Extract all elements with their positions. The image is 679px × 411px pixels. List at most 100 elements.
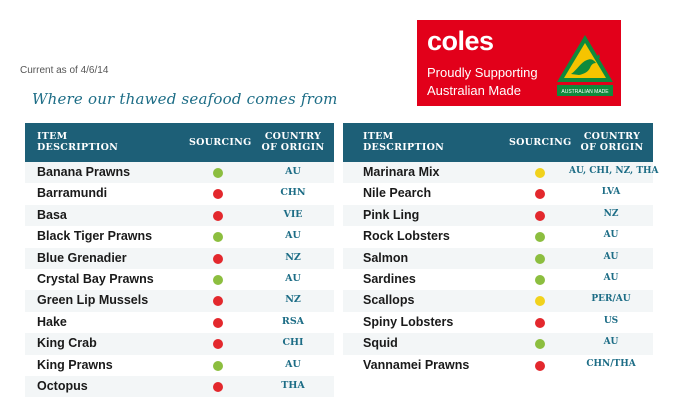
item-name: Banana Prawns: [37, 165, 131, 179]
item-name: Salmon: [363, 250, 409, 265]
country-of-origin: AU: [285, 358, 301, 370]
table-row: Squid AU: [343, 333, 653, 355]
item-name: Squid: [363, 336, 398, 351]
country-of-origin: AU: [603, 251, 619, 262]
sourcing-green-dot-icon: [213, 274, 223, 285]
table-row: Scallops PER/AU: [343, 290, 653, 312]
table-row: Banana Prawns AU: [25, 162, 334, 184]
country-of-origin: NZ: [285, 251, 301, 263]
table-row: Basa VIE: [25, 204, 334, 227]
country-of-origin: AU: [603, 337, 619, 348]
page-heading: Where our thawed seafood comes from: [32, 90, 338, 108]
sourcing-red-dot-icon: [535, 360, 545, 371]
table-row: Vannamei Prawns CHN/THA: [343, 354, 653, 376]
country-of-origin: AU: [285, 166, 301, 177]
country-of-origin: AU: [603, 272, 619, 283]
item-name: Black Tiger Prawns: [37, 229, 153, 244]
country-of-origin: AU: [603, 230, 619, 241]
item-name: Crystal Bay Prawns: [37, 271, 154, 286]
sourcing-green-dot-icon: [535, 253, 545, 264]
table-row: Octopus THA: [25, 375, 334, 398]
sourcing-red-dot-icon: [213, 253, 223, 264]
table-row: Spiny Lobsters US: [343, 311, 653, 334]
country-of-origin: THA: [281, 379, 305, 391]
country-of-origin: CHN: [280, 187, 306, 199]
sourcing-green-dot-icon: [213, 360, 223, 371]
sourcing-red-dot-icon: [535, 189, 545, 200]
item-name: Octopus: [37, 378, 88, 393]
brand-tagline-line1: Proudly Supporting: [427, 65, 538, 80]
table-row: Pink Ling NZ: [343, 204, 653, 227]
table-body: Banana Prawns AU Barramundi CHN Basa VIE Black…: [25, 162, 334, 398]
table-row: Blue Grenadier NZ: [25, 247, 334, 269]
sourcing-green-dot-icon: [213, 232, 223, 243]
sourcing-red-dot-icon: [213, 339, 223, 350]
item-name: Basa: [37, 207, 67, 222]
item-name: Nile Pearch: [363, 186, 432, 201]
item-name: Blue Grenadier: [37, 250, 127, 265]
table-body: Marinara Mix AU, CHI, NZ, THA Nile Pearch L…: [343, 162, 659, 376]
sourcing-green-dot-icon: [535, 274, 545, 285]
item-name: Barramundi: [37, 186, 108, 201]
current-as-of-date: Current as of 4/6/14: [20, 65, 109, 76]
table-row: Barramundi CHN: [25, 183, 334, 205]
sourcing-green-dot-icon: [535, 232, 545, 243]
country-of-origin: AU, CHI, NZ, THA: [569, 166, 659, 176]
sourcing-green-dot-icon: [535, 339, 545, 350]
item-name: Green Lip Mussels: [37, 293, 149, 308]
svg-text:AUSTRALIAN MADE: AUSTRALIAN MADE: [561, 89, 609, 95]
item-name: King Crab: [37, 336, 97, 351]
australian-made-kangaroo-icon: AUSTRALIAN MADE: [557, 35, 613, 96]
sourcing-yellow-dot-icon: [535, 168, 545, 178]
item-name: Sardines: [363, 271, 416, 286]
table-row: Salmon AU: [343, 247, 653, 269]
table-row: Hake RSA: [25, 311, 334, 334]
country-of-origin: AU: [285, 272, 301, 284]
item-name: Vannamei Prawns: [363, 357, 470, 372]
country-of-origin: US: [603, 315, 619, 326]
sourcing-red-dot-icon: [535, 210, 545, 221]
table-row: Crystal Bay Prawns AU: [25, 268, 334, 291]
seafood-table-left: ITEM DESCRIPTION SOURCING COUNTRY OF ORI…: [25, 123, 334, 398]
country-of-origin: NZ: [603, 208, 619, 219]
item-name: King Prawns: [37, 357, 113, 372]
sourcing-yellow-dot-icon: [535, 296, 545, 307]
item-name: Pink Ling: [363, 207, 420, 222]
table-row: Nile Pearch LVA: [343, 183, 653, 205]
country-of-origin: RSA: [281, 315, 305, 327]
item-name: Scallops: [363, 293, 415, 308]
table-row: Rock Lobsters AU: [343, 226, 653, 248]
coles-logo: coles: [427, 26, 494, 56]
sourcing-red-dot-icon: [213, 210, 223, 221]
item-name: Spiny Lobsters: [363, 314, 454, 329]
country-of-origin-header: COUNTRY OF ORIGIN: [580, 131, 644, 153]
sourcing-red-dot-icon: [213, 317, 223, 328]
sourcing-red-dot-icon: [535, 317, 545, 328]
sourcing-header: SOURCING: [509, 137, 572, 148]
item-name: Rock Lobsters: [363, 229, 450, 244]
table-row: Green Lip Mussels NZ: [25, 290, 334, 312]
brand-tagline-line2: Australian Made: [427, 83, 521, 98]
country-of-origin: CHI: [282, 337, 304, 349]
item-description-header: ITEM DESCRIPTION: [363, 131, 445, 153]
country-of-origin: CHN/THA: [586, 358, 636, 369]
country-of-origin-header: COUNTRY OF ORIGIN: [261, 131, 325, 153]
table-row: King Prawns AU: [25, 354, 334, 376]
table-header: ITEM DESCRIPTION SOURCING COUNTRY OF ORI…: [343, 123, 653, 162]
country-of-origin: VIE: [283, 208, 303, 220]
country-of-origin: AU: [285, 230, 301, 242]
sourcing-red-dot-icon: [213, 296, 223, 307]
sourcing-red-dot-icon: [213, 381, 223, 392]
country-of-origin: NZ: [285, 294, 301, 306]
country-of-origin: PER/AU: [591, 294, 631, 305]
seafood-table-right: ITEM DESCRIPTION SOURCING COUNTRY OF ORI…: [343, 123, 659, 376]
table-header: ITEM DESCRIPTION SOURCING COUNTRY OF ORI…: [25, 123, 334, 162]
table-row: King Crab CHI: [25, 333, 334, 355]
sourcing-red-dot-icon: [213, 189, 223, 200]
item-description-header: ITEM DESCRIPTION: [37, 131, 119, 153]
table-row: Sardines AU: [343, 268, 653, 291]
item-name: Marinara Mix: [363, 165, 440, 179]
coles-australian-made-banner: coles Proudly Supporting Australian Made…: [417, 20, 621, 106]
table-row: Marinara Mix AU, CHI, NZ, THA: [343, 162, 659, 184]
table-row: Black Tiger Prawns AU: [25, 226, 334, 248]
